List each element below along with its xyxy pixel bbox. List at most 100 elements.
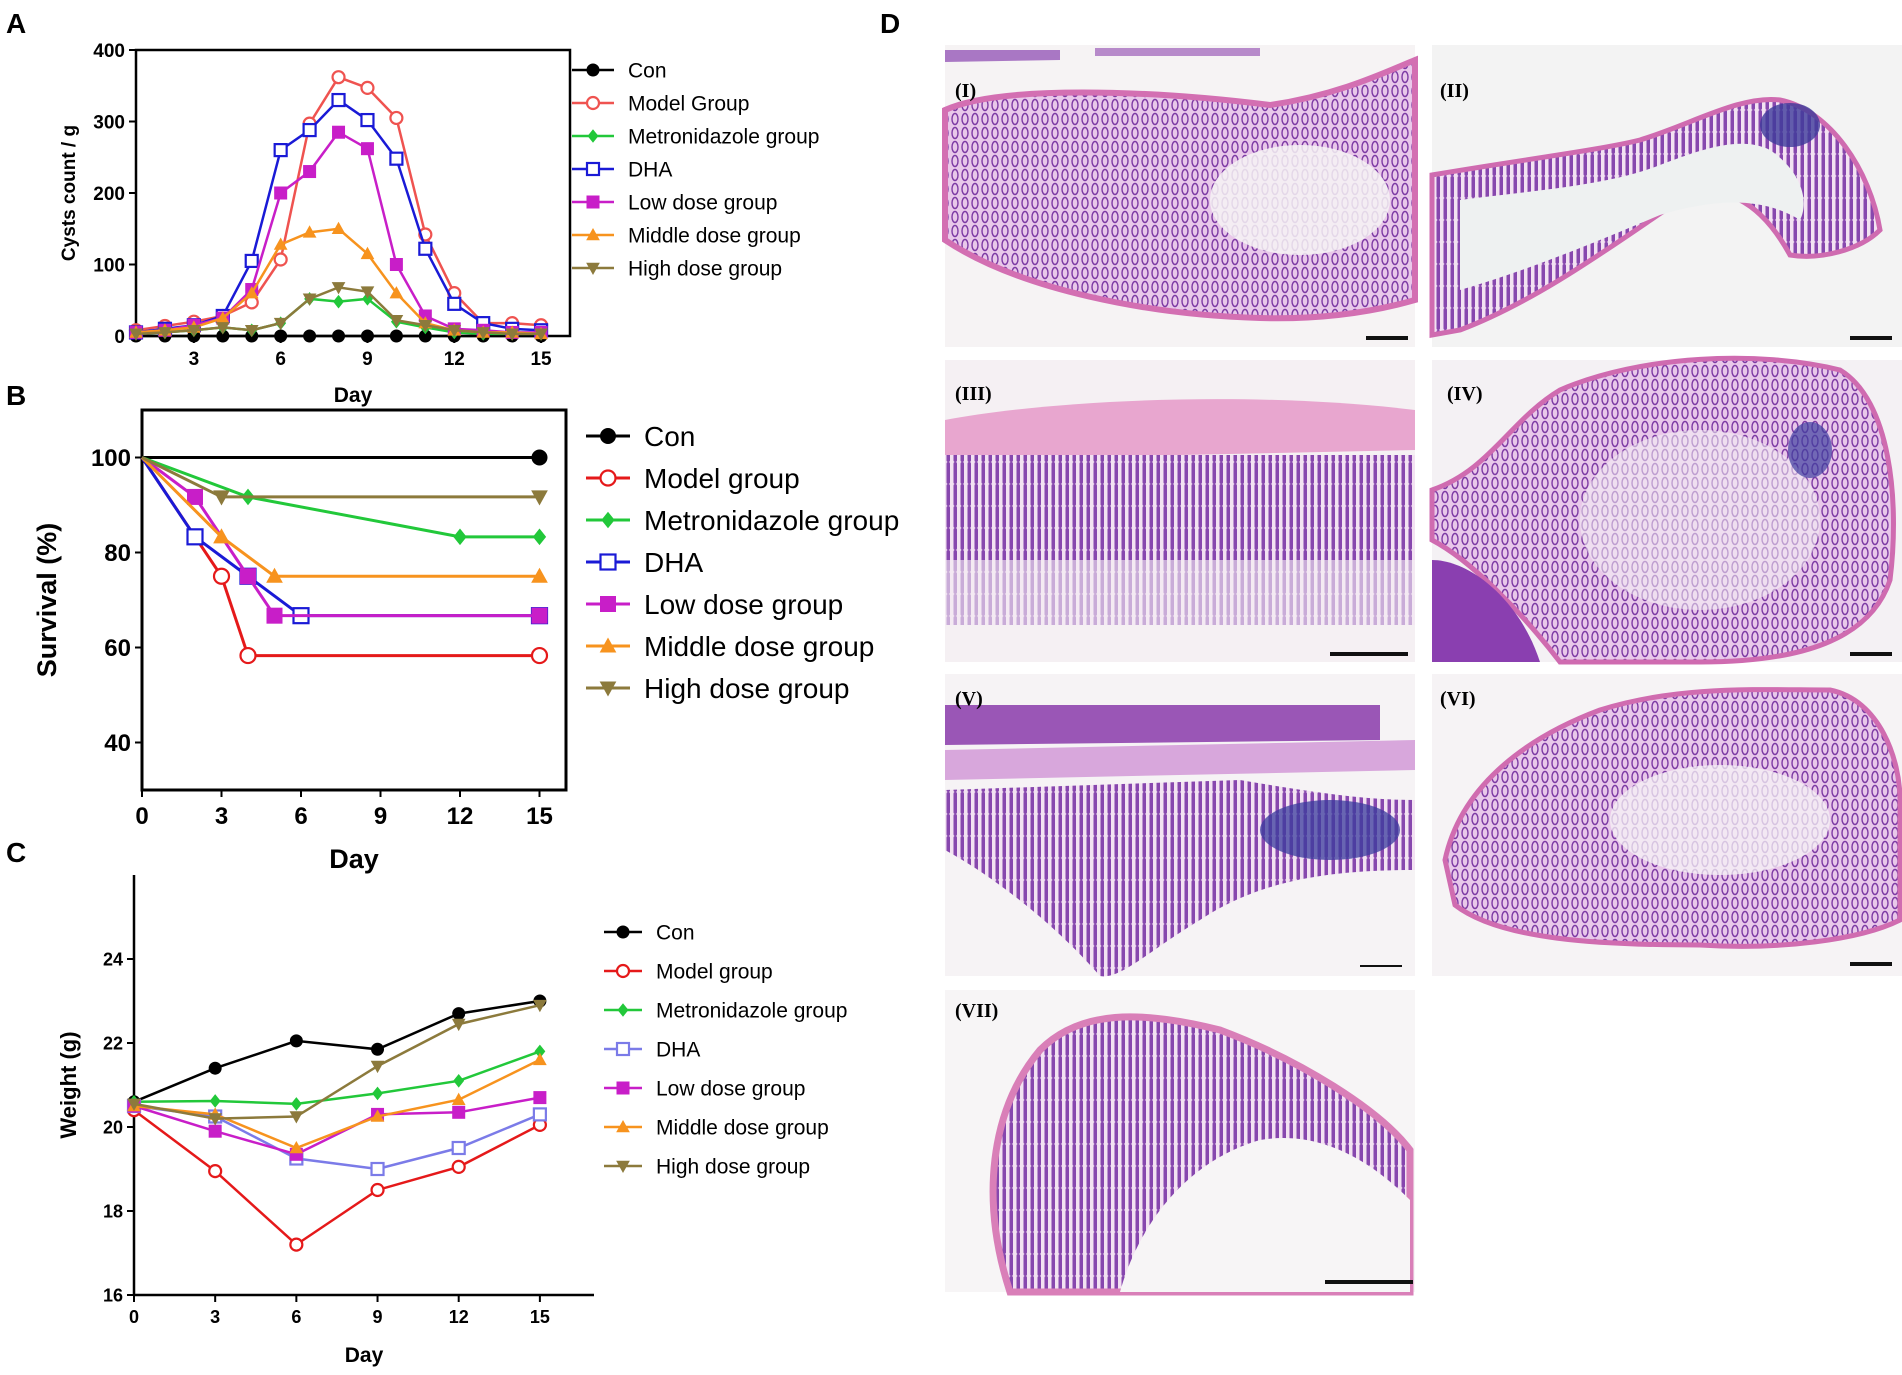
data-point (302, 225, 317, 238)
data-point (332, 125, 346, 139)
scale-bar (1330, 652, 1408, 656)
legend-item-low-dose-group: Low dose group (572, 191, 777, 214)
panel-letter-b: B (6, 380, 26, 411)
data-point (362, 292, 373, 306)
data-point (531, 607, 548, 624)
data-point (289, 1111, 304, 1124)
legend-marker (599, 469, 617, 487)
data-point (389, 314, 404, 328)
data-point (187, 324, 201, 338)
x-tick-label: 0 (129, 1307, 139, 1327)
histology-image-4: (IV) (1429, 355, 1902, 665)
data-point (273, 252, 288, 267)
legend-label: Middle dose group (644, 631, 874, 662)
series-model-group (126, 1103, 547, 1252)
data-point (453, 528, 467, 546)
legend-label: Model group (656, 960, 773, 983)
data-point (453, 1073, 465, 1088)
legend-marker (587, 129, 599, 143)
series-high-dose-group (141, 456, 548, 506)
y-axis-label: Weight (g) (56, 1031, 81, 1138)
x-axis-label: Day (329, 844, 379, 874)
legend-label: DHA (644, 547, 703, 578)
scale-bar (1360, 965, 1402, 967)
histology-image-2: (II) (1429, 45, 1902, 347)
data-point (389, 286, 404, 299)
legend-label: Con (628, 59, 667, 82)
data-point (452, 1105, 466, 1119)
series-line (133, 1096, 541, 1156)
data-point (129, 328, 143, 341)
data-point (360, 142, 374, 156)
data-point (127, 1098, 141, 1111)
data-point (215, 322, 230, 335)
scale-bar (1850, 336, 1892, 340)
legend: Con Model group Metronidazole group DHA Low … (586, 421, 899, 704)
data-point (451, 1140, 466, 1156)
data-point (360, 329, 374, 343)
data-point (447, 324, 462, 338)
data-point (303, 165, 317, 179)
scale-bar (1325, 1280, 1413, 1284)
data-point (244, 253, 259, 269)
series-line (141, 456, 540, 539)
histology-image-5: (V) (945, 674, 1415, 977)
histology-label-3: (III) (955, 383, 992, 405)
data-point (244, 324, 259, 338)
x-tick-label: 9 (373, 1307, 383, 1327)
histology-image-6: (VI) (1432, 674, 1902, 976)
data-point (303, 329, 317, 343)
legend-marker (599, 553, 617, 571)
data-point (418, 319, 433, 333)
legend-marker (616, 1160, 630, 1174)
y-tick-label: 60 (104, 635, 131, 662)
data-point (208, 1113, 223, 1126)
data-point (273, 143, 288, 158)
legend-marker (616, 1119, 630, 1133)
legend-marker (599, 637, 617, 653)
legend-marker (586, 262, 600, 276)
legend-item-con: Con (604, 921, 695, 944)
legend-marker (600, 428, 616, 444)
series-line (133, 1050, 541, 1106)
panel-letter-d: D (880, 8, 900, 39)
histology-image-1: (I) (942, 45, 1418, 347)
x-tick-label: 3 (189, 349, 200, 370)
data-point (212, 567, 231, 585)
legend-marker (616, 925, 630, 939)
y-tick-label: 400 (93, 41, 125, 62)
data-point (360, 246, 375, 260)
x-tick-label: 12 (444, 349, 465, 370)
data-point (274, 329, 288, 343)
legend-label: Low dose group (628, 191, 777, 214)
histology-label-7: (VII) (955, 1000, 998, 1022)
data-point (533, 1091, 547, 1105)
data-point (302, 122, 317, 138)
data-point (370, 1060, 385, 1074)
y-tick-label: 22 (103, 1033, 123, 1053)
series-line (133, 1109, 541, 1247)
legend-item-dha: DHA (572, 158, 672, 181)
data-point (331, 221, 346, 235)
panel-letter-c: C (6, 837, 26, 868)
legend-item-high-dose-group: High dose group (586, 673, 849, 704)
data-point (213, 490, 230, 506)
data-point (333, 294, 344, 309)
data-point (244, 286, 259, 299)
histology-label-6: (VI) (1440, 688, 1476, 710)
legend-item-high-dose-group: High dose group (572, 257, 782, 280)
data-point (289, 1237, 304, 1252)
legend-label: High dose group (644, 673, 849, 704)
data-point (533, 999, 547, 1013)
data-point (451, 1159, 466, 1175)
series-line (140, 456, 540, 578)
legend-item-metronidazole-group: Metronidazole group (572, 125, 819, 148)
y-tick-label: 200 (93, 184, 125, 205)
legend-label: Metronidazole group (656, 999, 847, 1022)
data-point (418, 241, 433, 256)
data-point (360, 286, 375, 299)
legend-item-model-group: Model Group (572, 92, 749, 115)
legend-item-model-group: Model group (604, 960, 773, 983)
series-line (133, 1058, 541, 1150)
